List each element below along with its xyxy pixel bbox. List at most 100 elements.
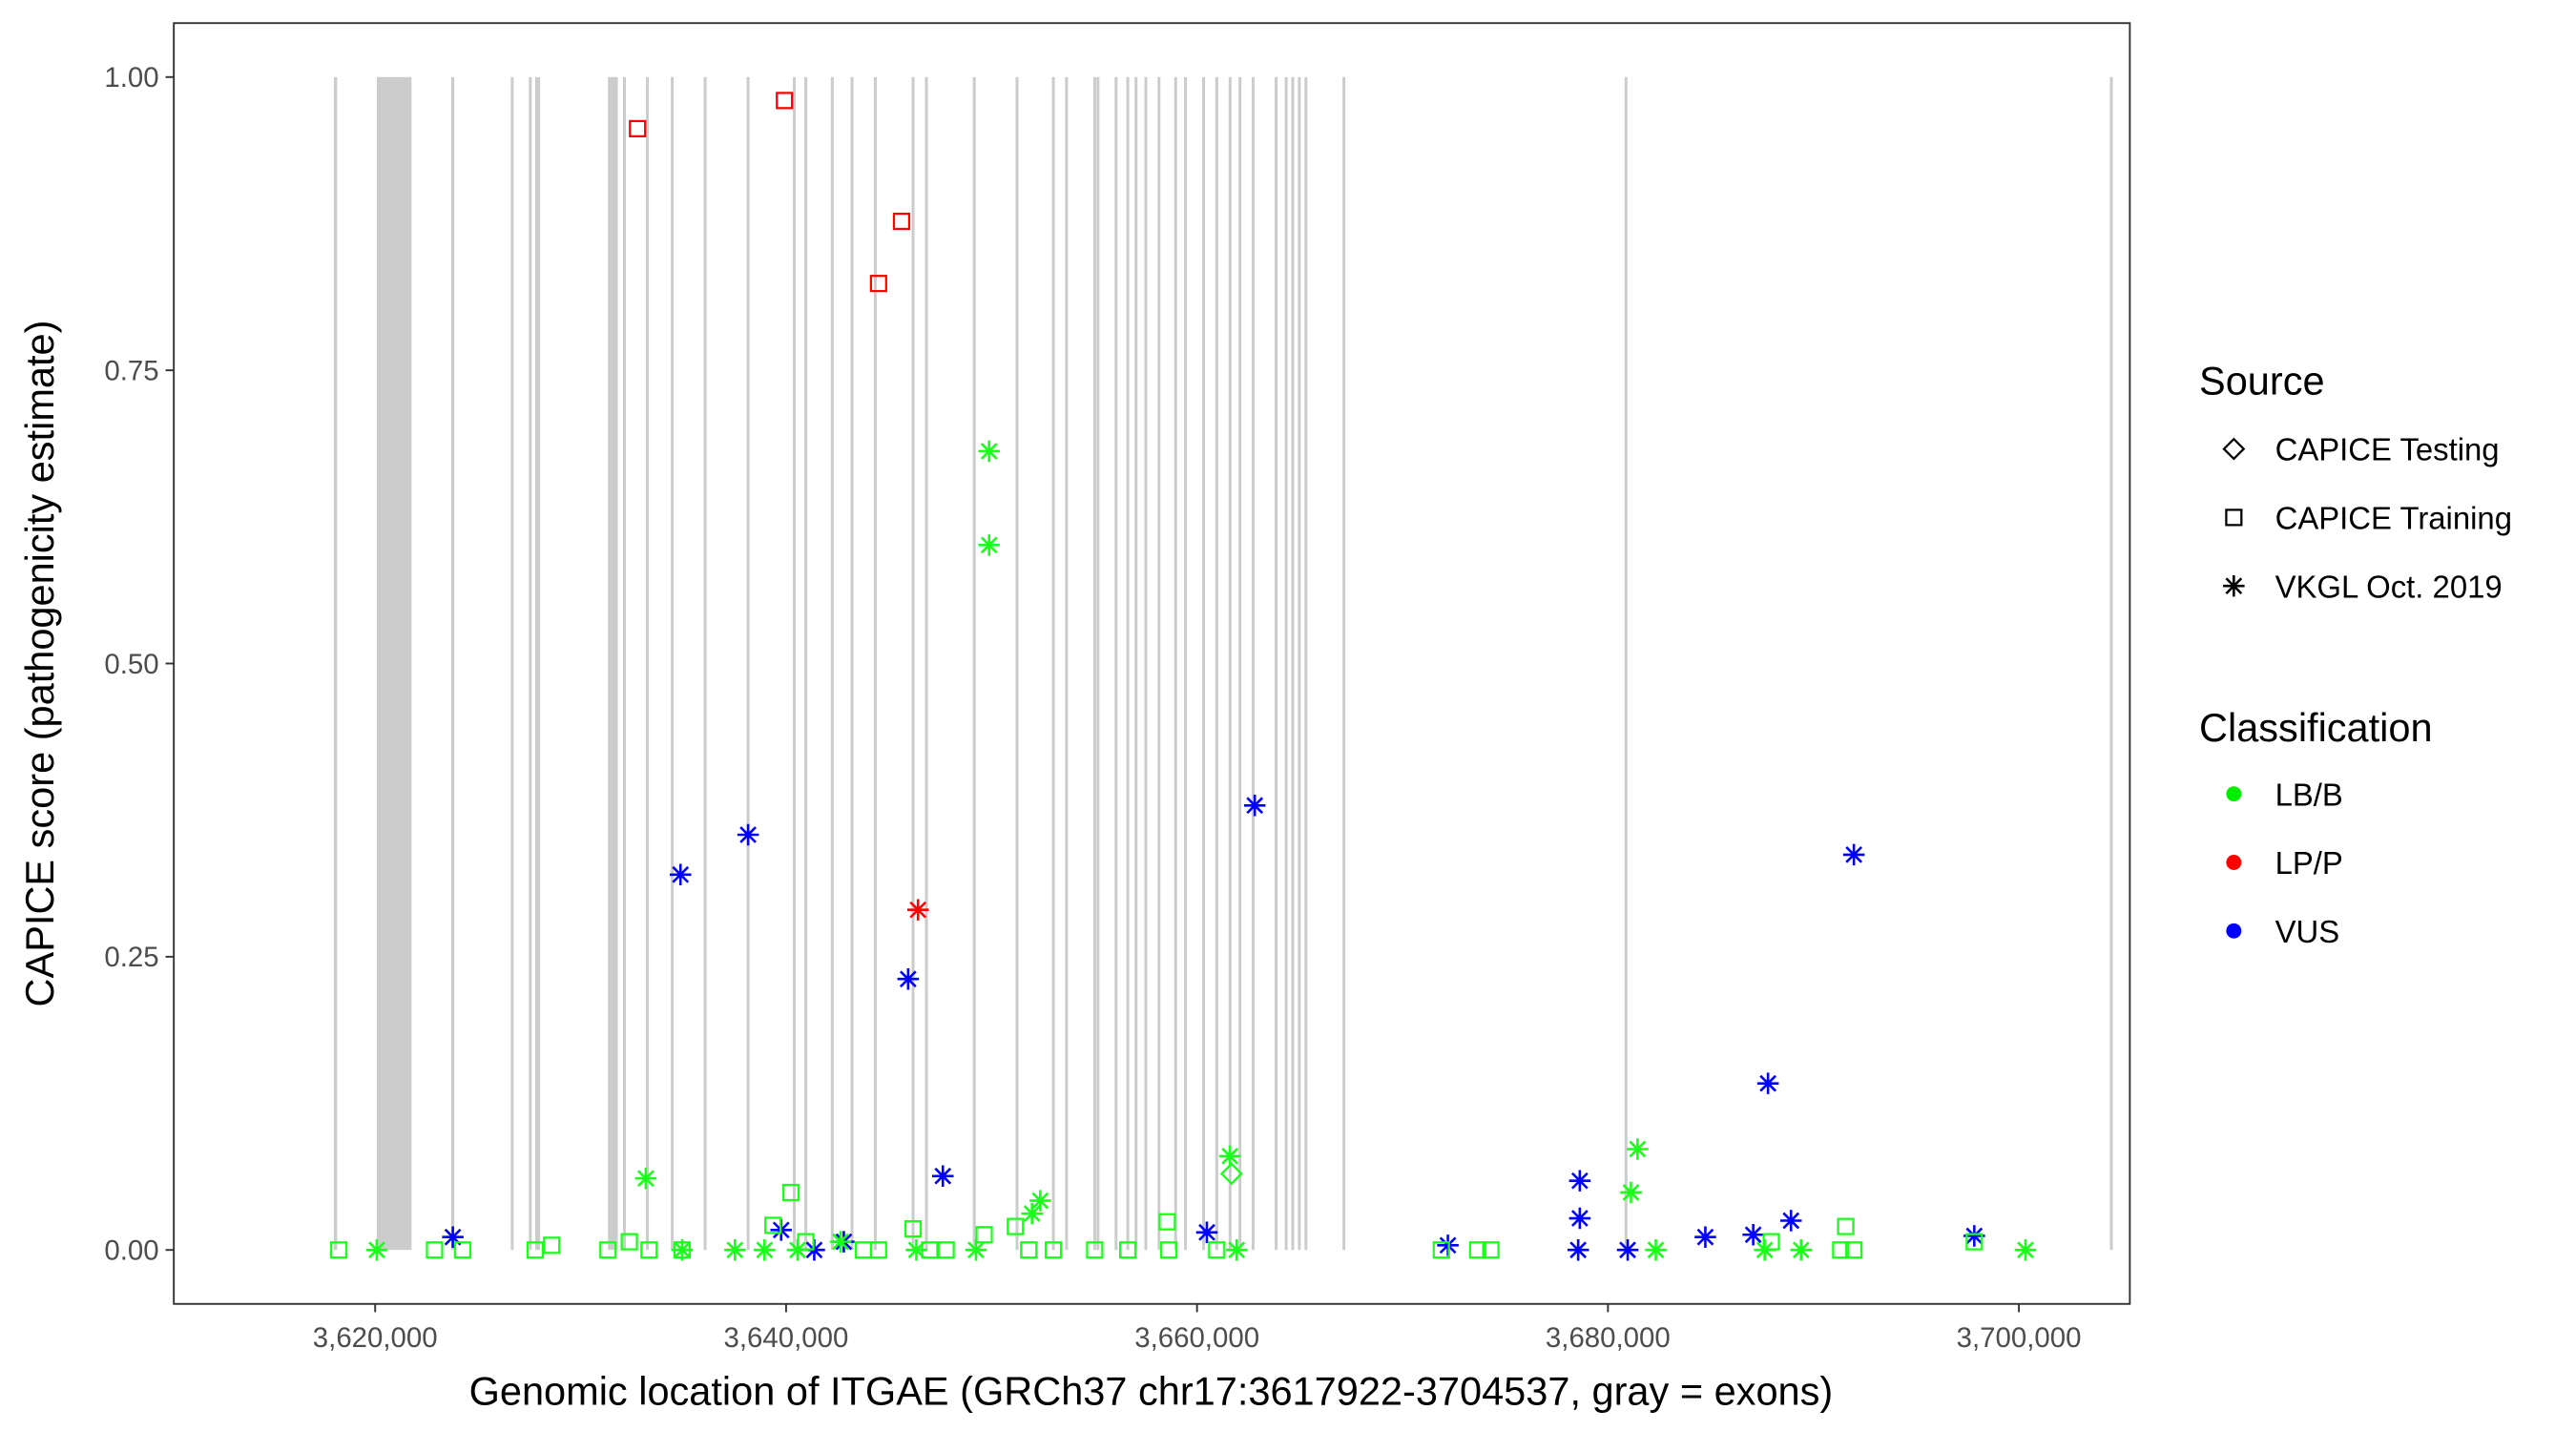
data-point-star (1779, 1210, 1802, 1232)
data-point-star (1243, 795, 1266, 817)
data-point-square (869, 1241, 887, 1259)
legend-class-label: LB/B (2275, 777, 2343, 812)
data-point-square (620, 1233, 638, 1251)
data-point-star (829, 1231, 852, 1253)
exon-band (2109, 76, 2113, 1251)
data-point-square (921, 1241, 939, 1259)
data-point-star (1195, 1221, 1218, 1244)
legend-star-icon (2223, 574, 2245, 597)
exon-band (793, 76, 797, 1251)
exon-band (1251, 76, 1255, 1251)
exon-band (1624, 76, 1628, 1251)
data-point-star (1616, 1238, 1639, 1261)
data-point-square (1160, 1241, 1178, 1259)
data-point-star (1790, 1238, 1813, 1261)
exon-band (1215, 76, 1218, 1251)
data-point-star (1842, 843, 1865, 866)
data-point-square (1020, 1241, 1038, 1259)
data-point-square (1837, 1217, 1855, 1235)
exon-band (529, 76, 532, 1251)
legend-classification-title: Classification (2199, 705, 2433, 750)
exon-band (1238, 76, 1242, 1251)
exon-band (671, 76, 675, 1251)
exon-band (622, 76, 626, 1251)
data-point-square (426, 1241, 444, 1259)
exon-band (972, 76, 976, 1251)
data-point-star (905, 1238, 927, 1261)
data-point-star (1225, 1238, 1248, 1261)
legend-source-title: Source (2199, 358, 2325, 403)
exon-band (333, 76, 338, 1251)
data-point-square (1158, 1213, 1176, 1231)
axes: 3,620,000 3,640,000 3,660,000 3,680,000 3,70… (104, 62, 2081, 1354)
data-point-star (724, 1238, 746, 1261)
data-point-star (754, 1238, 776, 1261)
exon-band (1342, 76, 1346, 1251)
exon-band (1275, 76, 1278, 1251)
exon-band (534, 76, 541, 1251)
data-point-star (442, 1226, 464, 1248)
legend-diamond-icon (2222, 437, 2246, 461)
y-tick-label: 0.25 (104, 942, 158, 973)
data-point-star (1568, 1207, 1591, 1230)
data-point-star (932, 1165, 954, 1188)
data-point-star (737, 823, 759, 846)
data-point-square (764, 1216, 782, 1234)
y-tick-label: 0.50 (104, 649, 158, 680)
data-point-square (1482, 1241, 1500, 1259)
data-point-star (978, 440, 1000, 463)
data-point-square (629, 119, 647, 137)
data-point-star (365, 1238, 388, 1261)
exon-band (911, 76, 915, 1251)
exon-band (1096, 76, 1100, 1251)
data-point-star (1756, 1072, 1779, 1094)
exon-band (1134, 76, 1138, 1251)
data-point-square (1045, 1241, 1063, 1259)
data-point-star (669, 863, 692, 886)
exon-band (1092, 76, 1096, 1251)
y-tick-label: 0.75 (104, 356, 158, 387)
exon-band (924, 76, 928, 1251)
data-point-star (671, 1238, 694, 1261)
data-point-square (797, 1233, 815, 1251)
data-point-square (1468, 1241, 1486, 1259)
legend-class-label: LP/P (2275, 845, 2343, 881)
data-point-square (776, 92, 794, 110)
exon-band (1284, 76, 1288, 1251)
exon-band (850, 76, 854, 1251)
data-point-square (855, 1241, 873, 1259)
legend-dot-icon (2226, 855, 2242, 870)
legend-dot-icon (2226, 786, 2242, 802)
exon-band (608, 76, 618, 1251)
data-point-square (904, 1220, 923, 1238)
exon-band (1304, 76, 1308, 1251)
data-point-square (1007, 1217, 1025, 1235)
data-point-star (1021, 1202, 1043, 1225)
exon-band (1114, 76, 1118, 1251)
data-point-square (937, 1241, 955, 1259)
exon-bands (333, 76, 2113, 1251)
exon-band (1126, 76, 1130, 1251)
data-point-square (543, 1236, 561, 1255)
exon-band (1051, 76, 1055, 1251)
data-point-square (330, 1241, 348, 1259)
data-point-square (1832, 1241, 1850, 1259)
data-point-square (1965, 1233, 1984, 1251)
x-tick-label: 3,620,000 (313, 1322, 438, 1354)
data-point-square (1762, 1233, 1780, 1251)
y-tick-label: 0.00 (104, 1235, 158, 1267)
data-points (330, 92, 2037, 1261)
x-axis-label: Genomic location of ITGAE (GRCh37 chr17:… (469, 1368, 1834, 1413)
data-point-star (1627, 1138, 1649, 1160)
data-point-star (1963, 1225, 1985, 1247)
data-point-star (978, 534, 1000, 556)
exon-band (376, 76, 412, 1251)
data-point-diamond (1219, 1162, 1243, 1186)
data-point-star (965, 1238, 987, 1261)
x-tick-label: 3,700,000 (1957, 1322, 2082, 1354)
exon-band (1202, 76, 1206, 1251)
data-point-star (1694, 1226, 1716, 1248)
exon-band (1291, 76, 1295, 1251)
data-point-square (1118, 1241, 1137, 1259)
